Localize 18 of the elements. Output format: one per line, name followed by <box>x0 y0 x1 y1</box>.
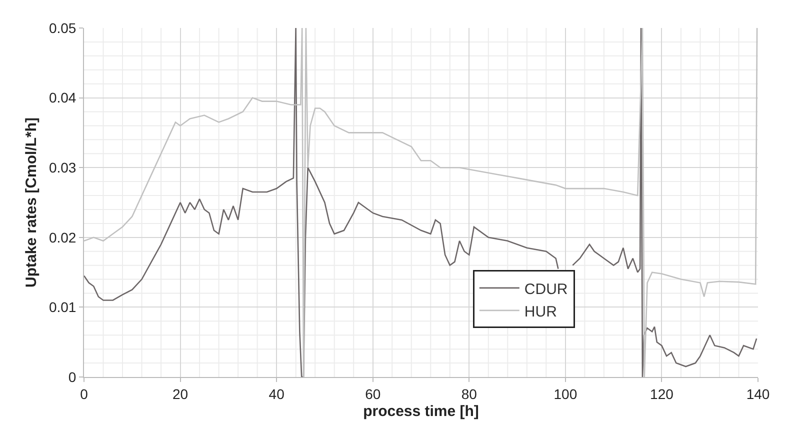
x-tick-label: 60 <box>365 386 381 402</box>
x-tick-label: 40 <box>268 386 285 402</box>
x-axis-title: process time [h] <box>363 402 479 420</box>
legend-label: CDUR <box>524 280 568 298</box>
y-axis-title: Uptake rates [Cmol/L*h] <box>23 117 40 288</box>
y-tick-label: 0.02 <box>48 229 76 246</box>
legend-label: HUR <box>524 303 558 320</box>
x-tick-label: 20 <box>172 386 188 402</box>
x-tick-label: 100 <box>554 386 578 402</box>
y-tick-label: 0.05 <box>48 20 76 36</box>
y-tick-label: 0.01 <box>48 299 76 316</box>
x-tick-label: 0 <box>80 386 88 402</box>
x-tick-label: 80 <box>461 386 478 402</box>
x-tick-label: 120 <box>650 386 674 402</box>
y-tick-label: 0.03 <box>48 160 76 176</box>
y-tick-label: 0 <box>68 368 76 385</box>
y-tick-label: 0.04 <box>48 90 76 106</box>
x-tick-label: 140 <box>746 386 770 402</box>
